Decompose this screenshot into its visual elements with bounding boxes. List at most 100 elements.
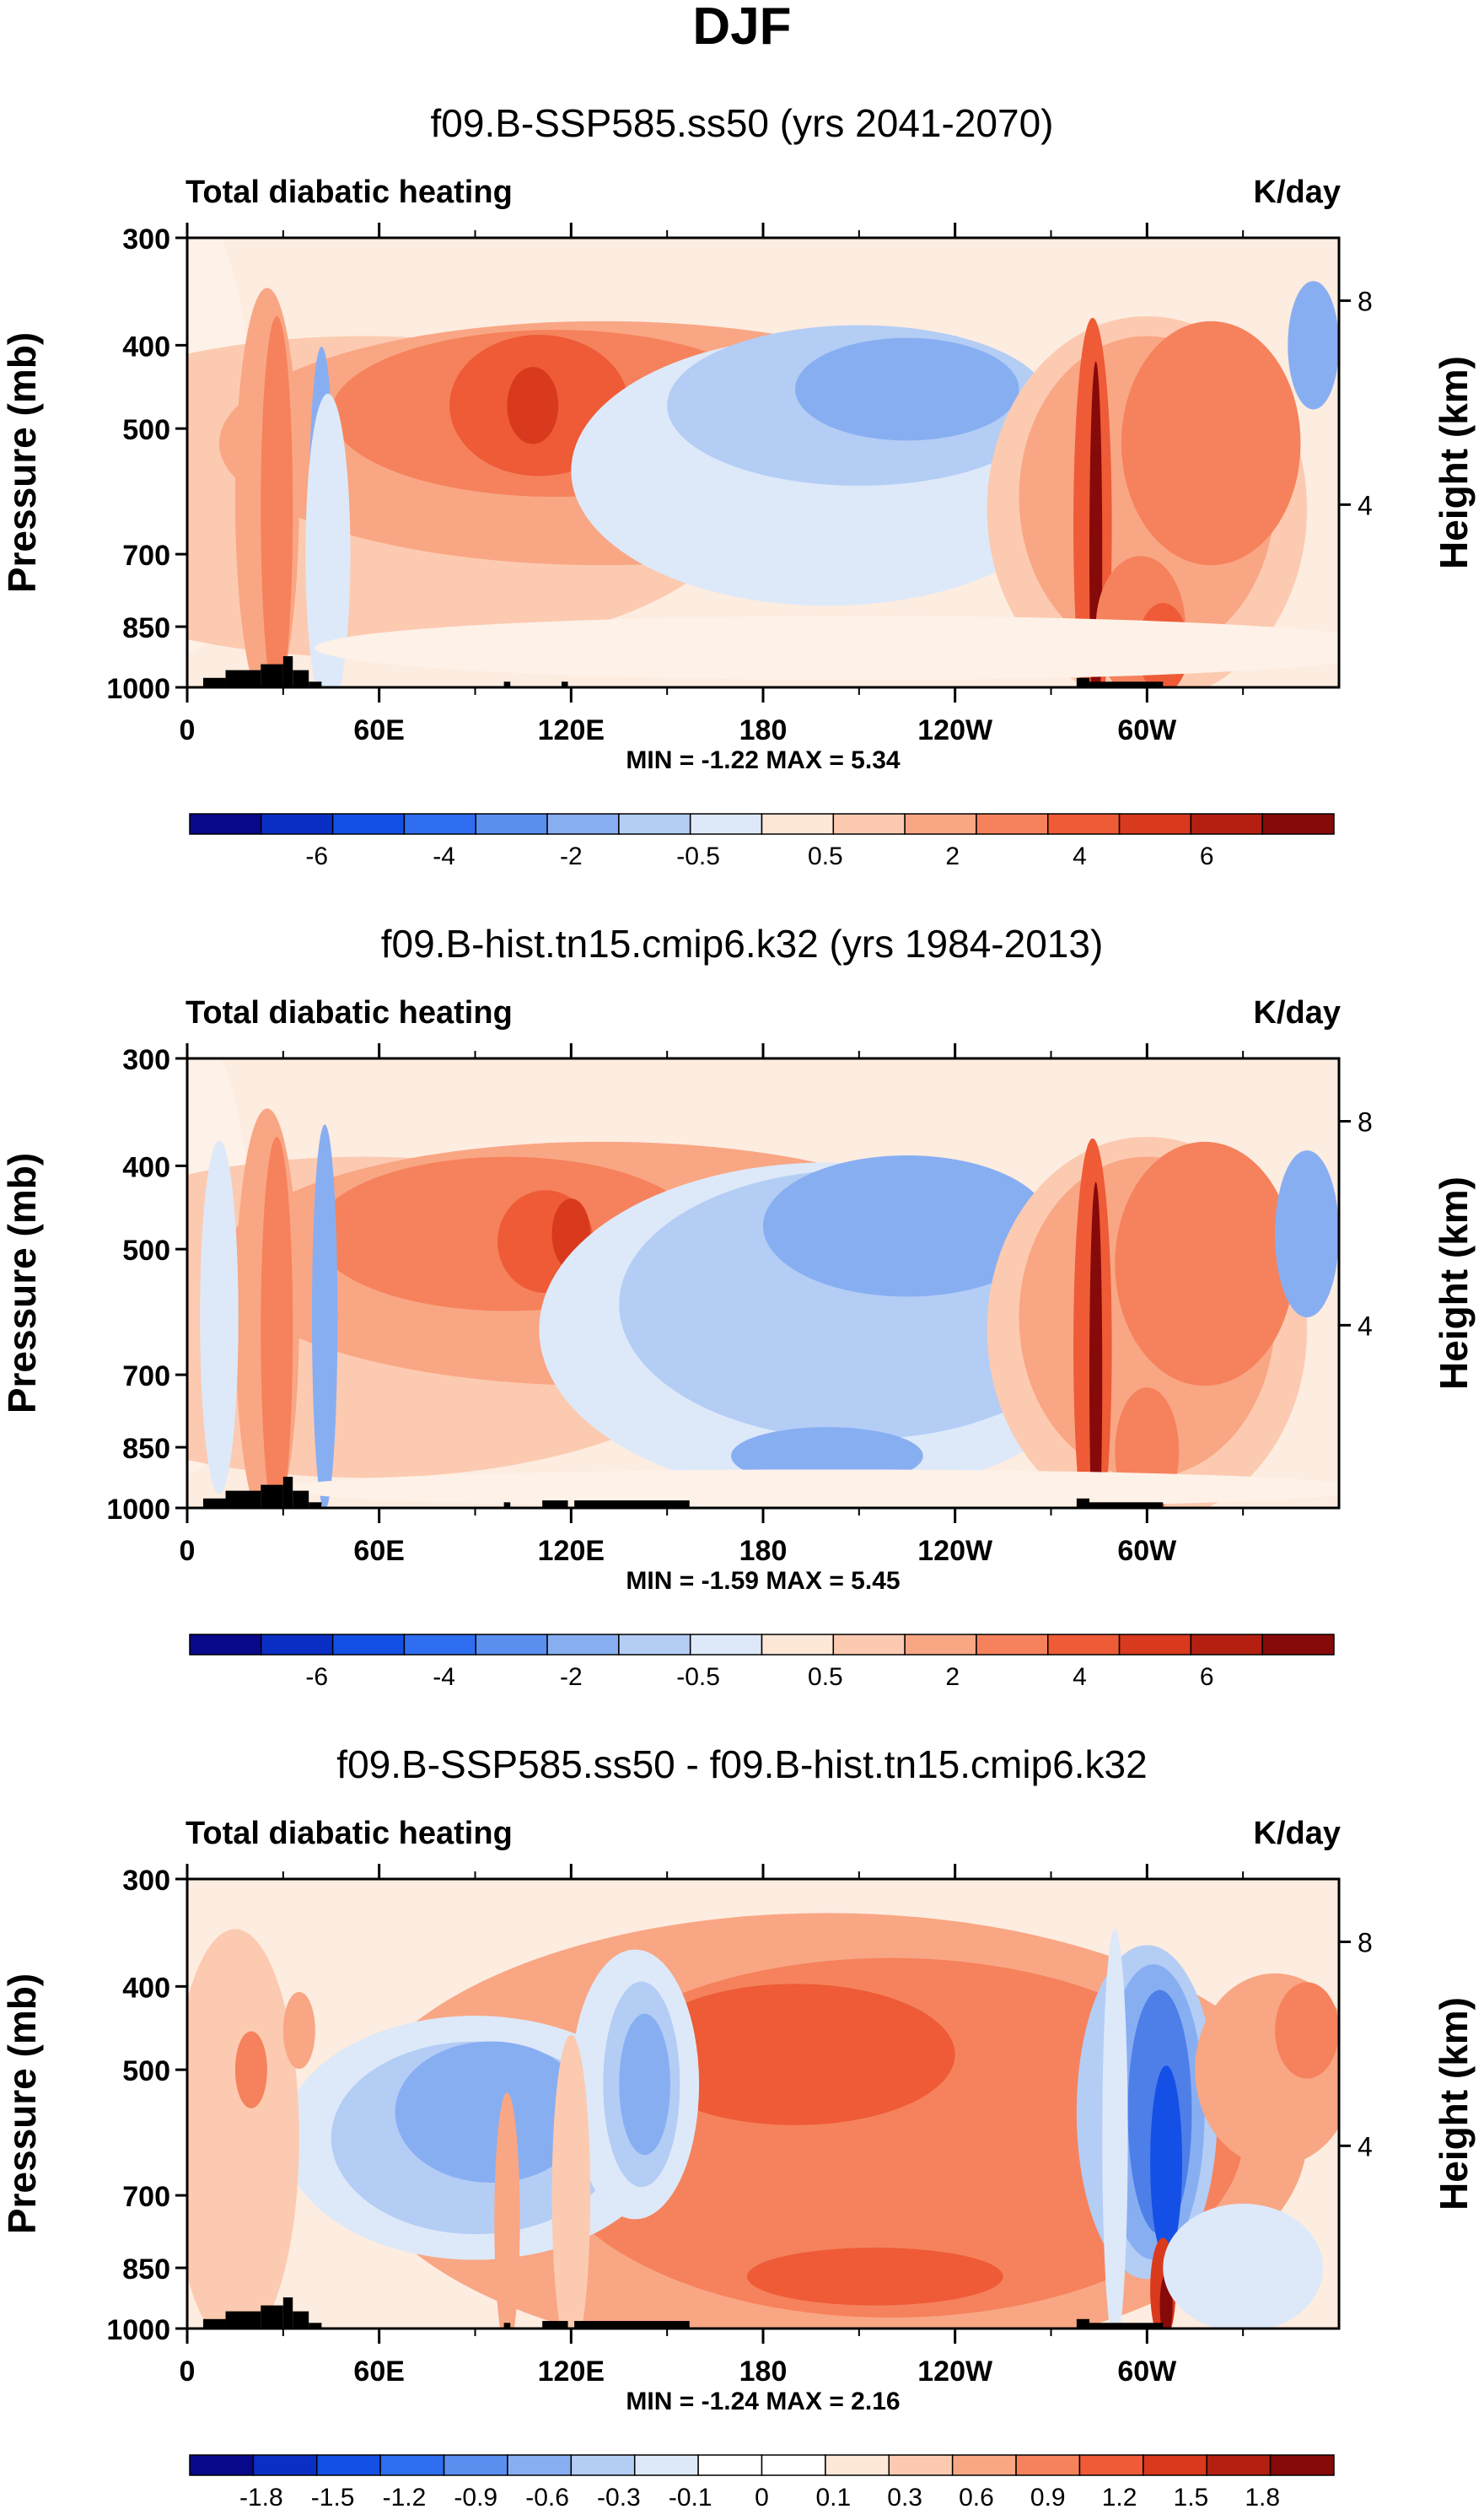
colorbar: -6 -4 -2 -0.5 0.5 2 4 6 [189, 813, 1335, 870]
colorbar-swatch [1118, 813, 1192, 835]
height-tick-label: 4 [1358, 2131, 1373, 2162]
colorbar-swatch [1047, 1634, 1121, 1656]
topography [293, 670, 309, 687]
colorbar-swatch [189, 1634, 262, 1656]
field-contour [794, 337, 1019, 441]
colorbar-swatch [475, 1634, 548, 1656]
topography [282, 1477, 293, 1508]
x-tick-label: 0 [180, 714, 196, 746]
colorbar-swatch [1015, 2454, 1081, 2476]
heatmap-field [187, 1058, 1339, 1508]
panel-title: f09.B-SSP585.ss50 (yrs 2041-2070) [431, 101, 1054, 145]
topography [225, 2311, 261, 2329]
topography [225, 670, 261, 687]
colorbar-label: 1.2 [1102, 2484, 1137, 2509]
topography [202, 1498, 226, 1508]
colorbar-swatch [761, 813, 835, 835]
y-tick-label: 850 [122, 1433, 170, 1465]
topography [1076, 2318, 1090, 2329]
colorbar-swatch [443, 2454, 508, 2476]
field-contour [187, 1929, 299, 2329]
x-tick-label: 120W [917, 1535, 993, 1567]
field-contour [261, 316, 293, 687]
field-contour [311, 1124, 338, 1508]
colorbar-swatch [1206, 2454, 1272, 2476]
y-axis-title-right: Height (km) [1432, 1997, 1476, 2210]
field-contour [1288, 281, 1339, 410]
height-tick-label: 8 [1358, 287, 1373, 317]
topography [261, 1484, 283, 1508]
field-contour [261, 1137, 293, 1508]
colorbar-label: 0.3 [887, 2484, 922, 2509]
variable-label: Total diabatic heating [186, 995, 513, 1031]
y-axis-title: Pressure (mb) [0, 1973, 44, 2234]
y-tick-label: 500 [122, 414, 170, 446]
y-axis-title: Pressure (mb) [0, 1153, 44, 1413]
field-contour [551, 2034, 591, 2329]
colorbar-label: -0.9 [454, 2484, 497, 2509]
colorbar: -1.8 -1.5 -1.2 -0.9 -0.6 -0.3 -0.1 0 0.1 0.3 0.6 0.… [189, 2454, 1335, 2509]
colorbar-swatch [1047, 813, 1121, 835]
colorbar-swatch [331, 1634, 406, 1656]
topography [225, 1490, 261, 1508]
min-max-stats: MIN = -1.24 MAX = 2.16 [626, 2388, 900, 2415]
colorbar: -6 -4 -2 -0.5 0.5 2 4 6 [189, 1634, 1335, 1691]
field-contour [395, 2041, 588, 2183]
field-contour [1102, 1929, 1128, 2329]
topography [503, 681, 511, 687]
y-tick-label: 1000 [106, 673, 170, 705]
field-contour [507, 367, 559, 444]
field-contour [1089, 1182, 1103, 1508]
field-contour [1121, 320, 1301, 566]
topography [574, 2321, 690, 2329]
colorbar-swatch [761, 2454, 826, 2476]
y-tick-label: 850 [122, 612, 170, 644]
colorbar-swatch [331, 813, 406, 835]
x-tick-label: 120W [917, 714, 993, 746]
field-contour [305, 393, 351, 687]
colorbar-label: 0.6 [959, 2484, 994, 2509]
colorbar-swatch [825, 2454, 890, 2476]
topography [282, 656, 293, 687]
colorbar-swatch [976, 813, 1049, 835]
colorbar-swatch [689, 1634, 763, 1656]
topography [309, 1502, 322, 1508]
panel-1: f09.B-SSP585.ss50 (yrs 2041-2070) Total d… [0, 101, 1476, 870]
height-tick-label: 8 [1358, 1107, 1373, 1138]
units-label: K/day [1254, 995, 1341, 1031]
x-tick-label: 120W [917, 2356, 993, 2388]
x-tick-label: 180 [739, 714, 788, 746]
y-tick-label: 700 [122, 1360, 170, 1392]
x-tick-label: 60E [353, 714, 405, 746]
variable-label: Total diabatic heating [186, 175, 513, 210]
colorbar-swatch [403, 1634, 476, 1656]
panel-3: f09.B-SSP585.ss50 - f09.B-hist.tn15.cmip… [0, 1742, 1476, 2509]
colorbar-swatch [697, 2454, 763, 2476]
topography [202, 677, 226, 687]
height-tick-label: 8 [1358, 1928, 1373, 1958]
colorbar-swatch [1143, 2454, 1207, 2476]
topography [542, 2321, 568, 2329]
colorbar-swatch [1269, 2454, 1335, 2476]
colorbar-swatch [976, 1634, 1049, 1656]
colorbar-label: 0.9 [1030, 2484, 1066, 2509]
y-tick-label: 400 [122, 331, 170, 363]
colorbar-swatch [1261, 1634, 1335, 1656]
colorbar-label: -0.5 [676, 843, 720, 870]
colorbar-swatch [261, 813, 334, 835]
panel-title: f09.B-hist.tn15.cmip6.k32 (yrs 1984-2013… [381, 922, 1104, 966]
field-contour [494, 2092, 520, 2329]
units-label: K/day [1254, 175, 1341, 210]
colorbar-label: -0.1 [669, 2484, 712, 2509]
y-tick-label: 500 [122, 2055, 170, 2087]
topography [261, 2305, 283, 2329]
y-tick-label: 400 [122, 1151, 170, 1183]
topography [542, 1500, 568, 1508]
field-contour [1163, 2203, 1323, 2329]
field-contour [635, 1984, 955, 2125]
topography [1089, 681, 1164, 687]
colorbar-swatch [546, 813, 620, 835]
field-contour [1089, 361, 1103, 687]
topography [202, 2318, 226, 2329]
